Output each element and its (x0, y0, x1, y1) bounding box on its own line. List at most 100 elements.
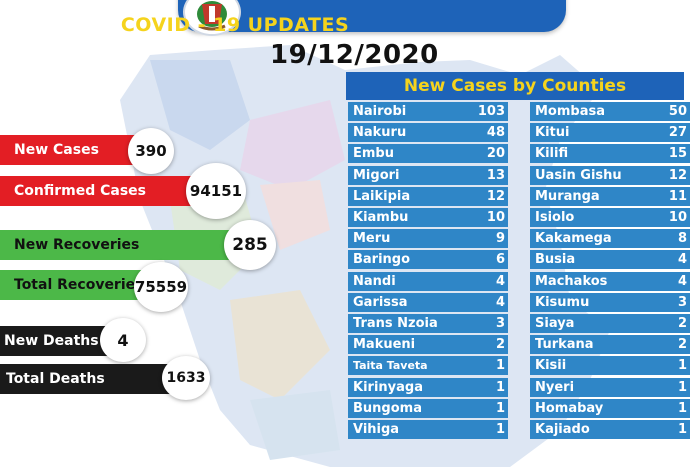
county-name: Nairobi (353, 104, 407, 119)
county-row: Isiolo 10 (530, 208, 690, 227)
county-row: Nandi 4 (348, 271, 508, 291)
county-row: Vihiga 1 (348, 420, 508, 439)
total-deaths-value: 1633 (162, 356, 210, 400)
new-cases-value: 390 (128, 128, 174, 174)
county-count: 1 (677, 400, 687, 416)
county-count: 103 (477, 104, 505, 119)
header-banner (178, 0, 566, 32)
total-deaths-bar: Total Deaths (0, 364, 185, 394)
county-name: Mombasa (535, 104, 606, 119)
county-count: 11 (668, 188, 687, 204)
county-name: Kitui (535, 125, 570, 141)
county-name: Garissa (353, 294, 408, 310)
county-count: 12 (668, 167, 687, 183)
county-count: 4 (495, 273, 505, 289)
county-name: Kisii (535, 358, 567, 374)
county-name: Meru (353, 231, 391, 247)
county-name: Kiambu (353, 210, 409, 225)
county-name: Migori (353, 167, 400, 183)
county-row: Kiambu 10 (348, 208, 508, 227)
county-name: Muranga (535, 188, 600, 204)
county-name: Siaya (535, 316, 575, 331)
county-row: Kisumu 3 (530, 292, 690, 312)
county-name: Makueni (353, 337, 416, 353)
county-row: Trans Nzoia 3 (348, 314, 508, 333)
county-row: Uasin Gishu 12 (530, 165, 690, 185)
page-title: COVID - 19 UPDATES (120, 14, 350, 36)
county-name: Vihiga (353, 422, 400, 437)
county-count: 3 (495, 316, 505, 331)
county-name: Kakamega (535, 231, 612, 247)
county-name: Turkana (535, 337, 594, 353)
county-row: Laikipia 12 (348, 186, 508, 206)
county-count: 10 (486, 210, 505, 225)
new-deaths-value: 4 (100, 318, 146, 362)
county-row: Kirinyaga 1 (348, 377, 508, 397)
county-row: Nyeri 1 (530, 377, 690, 397)
county-count: 12 (486, 188, 505, 204)
county-name: Uasin Gishu (535, 167, 622, 183)
report-date: 19/12/2020 (270, 40, 439, 70)
county-row: Nairobi 103 (348, 102, 508, 121)
county-row: Homabay 1 (530, 398, 690, 418)
county-count: 15 (668, 146, 687, 162)
county-row: Kajiado 1 (530, 420, 690, 439)
county-row: Meru 9 (348, 229, 508, 249)
county-row: Kilifi 15 (530, 144, 690, 164)
county-count: 4 (495, 294, 505, 310)
county-row: Taita Taveta 1 (348, 356, 508, 376)
county-count: 4 (677, 273, 687, 289)
county-count: 1 (495, 422, 505, 437)
county-row: Machakos 4 (530, 271, 690, 291)
county-row: Turkana 2 (530, 335, 690, 355)
county-count: 10 (668, 210, 687, 225)
county-name: Kirinyaga (353, 379, 423, 395)
county-name: Nyeri (535, 379, 575, 395)
county-row: Siaya 2 (530, 314, 690, 333)
county-name: Kisumu (535, 294, 590, 310)
county-count: 27 (668, 125, 687, 141)
county-count: 2 (677, 337, 687, 353)
county-name: Laikipia (353, 188, 411, 204)
county-count: 20 (486, 146, 505, 162)
total-recoveries-value: 75559 (134, 262, 188, 312)
county-name: Kajiado (535, 422, 590, 437)
county-name: Nakuru (353, 125, 407, 141)
county-count: 2 (677, 316, 687, 331)
county-count: 1 (677, 379, 687, 395)
county-count: 1 (495, 358, 505, 374)
county-name: Nandi (353, 273, 396, 289)
county-count: 50 (668, 104, 687, 119)
county-row: Migori 13 (348, 165, 508, 185)
county-name: Machakos (535, 273, 608, 289)
county-count: 8 (677, 231, 687, 247)
counties-table-title: New Cases by Counties (346, 72, 684, 100)
confirmed-cases-bar: Confirmed Cases (0, 176, 205, 206)
county-count: 1 (677, 422, 687, 437)
county-count: 48 (486, 125, 505, 141)
county-row: Muranga 11 (530, 186, 690, 206)
county-row: Embu 20 (348, 144, 508, 164)
county-name: Kilifi (535, 146, 569, 162)
county-name: Homabay (535, 400, 604, 416)
county-count: 4 (677, 252, 687, 268)
confirmed-cases-value: 94151 (186, 163, 246, 219)
county-name: Taita Taveta (353, 359, 428, 373)
county-count: 2 (495, 337, 505, 353)
county-row: Mombasa 50 (530, 102, 690, 121)
county-count: 1 (495, 379, 505, 395)
county-row: Busia 4 (530, 250, 690, 270)
county-row: Kisii 1 (530, 356, 690, 376)
county-row: Bungoma 1 (348, 398, 508, 418)
county-name: Baringo (353, 252, 411, 268)
new-cases-bar: New Cases (0, 135, 150, 165)
county-name: Embu (353, 146, 394, 162)
county-row: Makueni 2 (348, 335, 508, 355)
county-count: 13 (486, 167, 505, 183)
county-count: 6 (495, 252, 505, 268)
county-row: Garissa 4 (348, 292, 508, 312)
total-recoveries-bar: Total Recoveries (0, 270, 155, 300)
new-recoveries-value: 285 (224, 220, 276, 270)
county-name: Busia (535, 252, 576, 268)
county-row: Nakuru 48 (348, 123, 508, 143)
